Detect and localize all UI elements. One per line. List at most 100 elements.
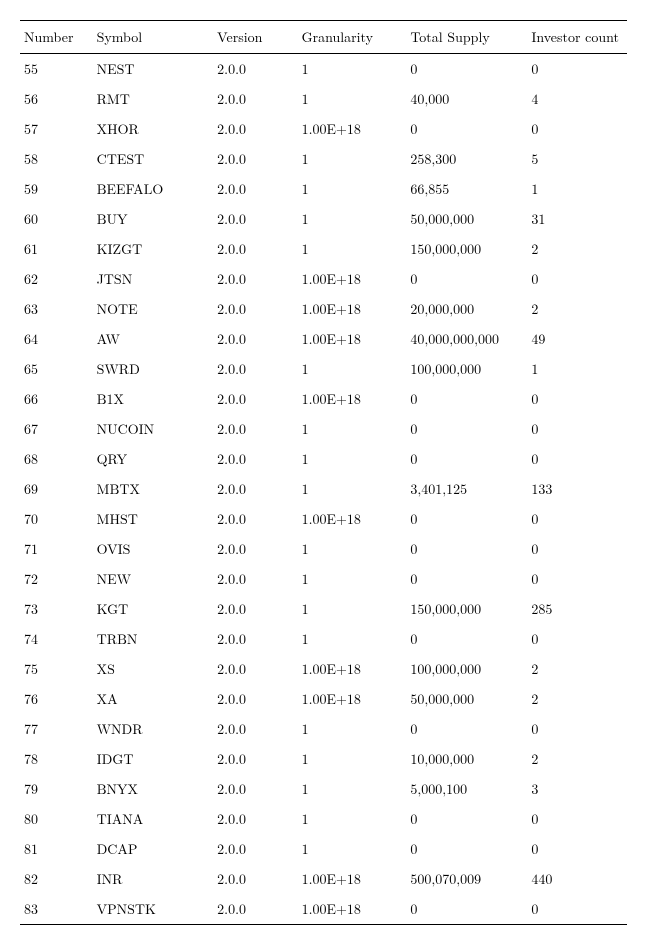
cell-number: 61 [20,234,93,264]
cell-investor-count: 0 [527,54,627,85]
cell-version: 2.0.0 [213,564,297,594]
cell-version: 2.0.0 [213,84,297,114]
cell-total-supply: 0 [406,564,527,594]
cell-investor-count: 3 [527,774,627,804]
table-row: 72NEW2.0.0100 [20,564,627,594]
cell-investor-count: 1 [527,354,627,384]
table-row: 63NOTE2.0.01.00E+1820,000,0002 [20,294,627,324]
header-granularity: Granularity [298,21,407,54]
cell-version: 2.0.0 [213,384,297,414]
cell-symbol: WNDR [93,714,214,744]
cell-total-supply: 0 [406,624,527,654]
cell-version: 2.0.0 [213,264,297,294]
cell-number: 60 [20,204,93,234]
cell-granularity: 1.00E+18 [298,894,407,925]
cell-symbol: TIANA [93,804,214,834]
cell-total-supply: 66,855 [406,174,527,204]
table-row: 62JTSN2.0.01.00E+1800 [20,264,627,294]
cell-total-supply: 0 [406,414,527,444]
cell-granularity: 1 [298,774,407,804]
cell-total-supply: 0 [406,834,527,864]
table-row: 65SWRD2.0.01100,000,0001 [20,354,627,384]
cell-number: 76 [20,684,93,714]
cell-granularity: 1 [298,594,407,624]
cell-investor-count: 0 [527,384,627,414]
cell-version: 2.0.0 [213,624,297,654]
cell-total-supply: 3,401,125 [406,474,527,504]
cell-granularity: 1.00E+18 [298,264,407,294]
cell-symbol: TRBN [93,624,214,654]
cell-granularity: 1 [298,564,407,594]
cell-investor-count: 0 [527,504,627,534]
cell-granularity: 1 [298,834,407,864]
cell-total-supply: 0 [406,534,527,564]
cell-total-supply: 150,000,000 [406,234,527,264]
table-row: 56RMT2.0.0140,0004 [20,84,627,114]
header-number: Number [20,21,93,54]
table-row: 73KGT2.0.01150,000,000285 [20,594,627,624]
cell-number: 79 [20,774,93,804]
cell-symbol: OVIS [93,534,214,564]
table-row: 71OVIS2.0.0100 [20,534,627,564]
cell-investor-count: 4 [527,84,627,114]
cell-version: 2.0.0 [213,204,297,234]
cell-symbol: KIZGT [93,234,214,264]
cell-granularity: 1.00E+18 [298,294,407,324]
cell-version: 2.0.0 [213,444,297,474]
cell-investor-count: 5 [527,144,627,174]
cell-symbol: NEW [93,564,214,594]
cell-granularity: 1.00E+18 [298,504,407,534]
table-row: 59BEEFALO2.0.0166,8551 [20,174,627,204]
cell-granularity: 1 [298,444,407,474]
cell-symbol: MHST [93,504,214,534]
cell-investor-count: 0 [527,834,627,864]
cell-version: 2.0.0 [213,834,297,864]
cell-granularity: 1 [298,714,407,744]
table-row: 64AW2.0.01.00E+1840,000,000,00049 [20,324,627,354]
cell-version: 2.0.0 [213,144,297,174]
cell-granularity: 1 [298,144,407,174]
cell-granularity: 1 [298,204,407,234]
cell-symbol: BNYX [93,774,214,804]
table-row: 76XA2.0.01.00E+1850,000,0002 [20,684,627,714]
cell-total-supply: 0 [406,264,527,294]
cell-number: 69 [20,474,93,504]
cell-total-supply: 5,000,100 [406,774,527,804]
table-row: 81DCAP2.0.0100 [20,834,627,864]
cell-granularity: 1.00E+18 [298,384,407,414]
cell-granularity: 1 [298,414,407,444]
cell-symbol: RMT [93,84,214,114]
cell-symbol: INR [93,864,214,894]
cell-number: 75 [20,654,93,684]
table-row: 57XHOR2.0.01.00E+1800 [20,114,627,144]
cell-total-supply: 0 [406,444,527,474]
cell-symbol: SWRD [93,354,214,384]
cell-version: 2.0.0 [213,714,297,744]
header-total-supply: Total Supply [406,21,527,54]
cell-investor-count: 1 [527,174,627,204]
cell-version: 2.0.0 [213,54,297,85]
header-investor-count: Investor count [527,21,627,54]
cell-number: 80 [20,804,93,834]
cell-version: 2.0.0 [213,594,297,624]
cell-total-supply: 150,000,000 [406,594,527,624]
table-row: 69MBTX2.0.013,401,125133 [20,474,627,504]
cell-symbol: NEST [93,54,214,85]
cell-granularity: 1 [298,804,407,834]
cell-number: 77 [20,714,93,744]
cell-number: 73 [20,594,93,624]
cell-version: 2.0.0 [213,804,297,834]
table-row: 66B1X2.0.01.00E+1800 [20,384,627,414]
cell-total-supply: 0 [406,54,527,85]
cell-total-supply: 100,000,000 [406,654,527,684]
table-row: 67NUCOIN2.0.0100 [20,414,627,444]
cell-symbol: DCAP [93,834,214,864]
cell-symbol: MBTX [93,474,214,504]
cell-investor-count: 0 [527,624,627,654]
table-row: 82INR2.0.01.00E+18500,070,009440 [20,864,627,894]
table-row: 61KIZGT2.0.01150,000,0002 [20,234,627,264]
cell-total-supply: 500,070,009 [406,864,527,894]
table-row: 75XS2.0.01.00E+18100,000,0002 [20,654,627,684]
cell-investor-count: 133 [527,474,627,504]
cell-investor-count: 0 [527,894,627,925]
